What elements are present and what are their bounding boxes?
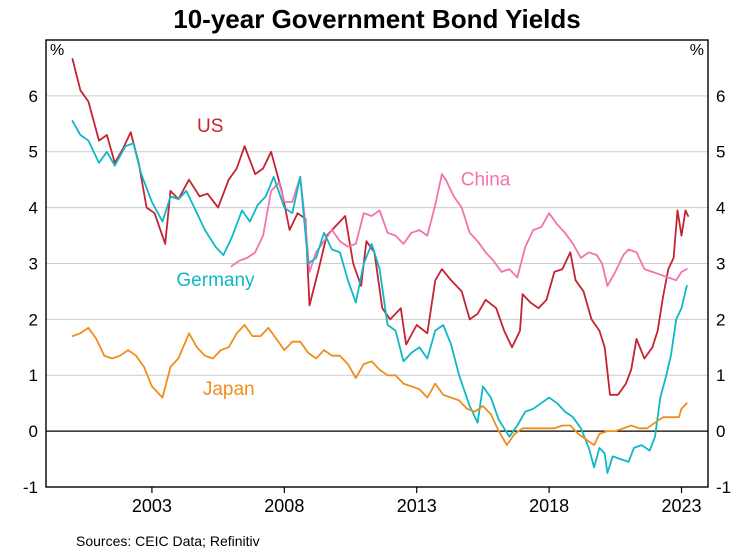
x-axis-tick-label: 2013 <box>397 496 437 516</box>
y-axis-tick-label-left: 3 <box>29 254 38 273</box>
series-line-us <box>71 58 689 396</box>
y-axis-tick-label-left: 6 <box>29 87 38 106</box>
unit-label-left: % <box>50 42 64 59</box>
y-axis-tick-label-left: 0 <box>29 422 38 441</box>
y-axis-tick-label-left: 4 <box>29 199 38 218</box>
y-axis-tick-label-right: 5 <box>716 143 725 162</box>
series-line-germany <box>71 120 688 474</box>
series-label-germany: Germany <box>176 270 255 291</box>
x-axis-tick-label: 2018 <box>529 496 569 516</box>
y-axis-tick-label-left: -1 <box>23 478 38 497</box>
series-label-china: China <box>461 169 511 190</box>
y-axis-tick-label-right: -1 <box>716 478 731 497</box>
chart-title: 10-year Government Bond Yields <box>173 4 581 34</box>
x-axis-tick-label: 2003 <box>132 496 172 516</box>
y-axis-tick-label-right: 6 <box>716 87 725 106</box>
series-line-japan <box>71 324 688 447</box>
y-axis-tick-label-right: 1 <box>716 366 725 385</box>
y-axis-tick-label-left: 2 <box>29 310 38 329</box>
plot-frame <box>45 39 709 488</box>
series-label-japan: Japan <box>203 379 255 400</box>
y-axis-tick-label-right: 0 <box>716 422 725 441</box>
y-axis-tick-label-left: 1 <box>29 366 38 385</box>
source-note: Sources: CEIC Data; Refinitiv <box>76 533 260 549</box>
y-axis-tick-label-left: 5 <box>29 143 38 162</box>
x-axis-tick-label: 2023 <box>661 496 701 516</box>
unit-label-right: % <box>690 42 704 59</box>
y-axis-tick-label-right: 4 <box>716 199 725 218</box>
x-axis-tick-label: 2008 <box>264 496 304 516</box>
series-label-us: US <box>197 116 223 137</box>
series-line-china <box>230 173 688 287</box>
y-axis-tick-label-right: 3 <box>716 254 725 273</box>
y-axis-tick-label-right: 2 <box>716 310 725 329</box>
